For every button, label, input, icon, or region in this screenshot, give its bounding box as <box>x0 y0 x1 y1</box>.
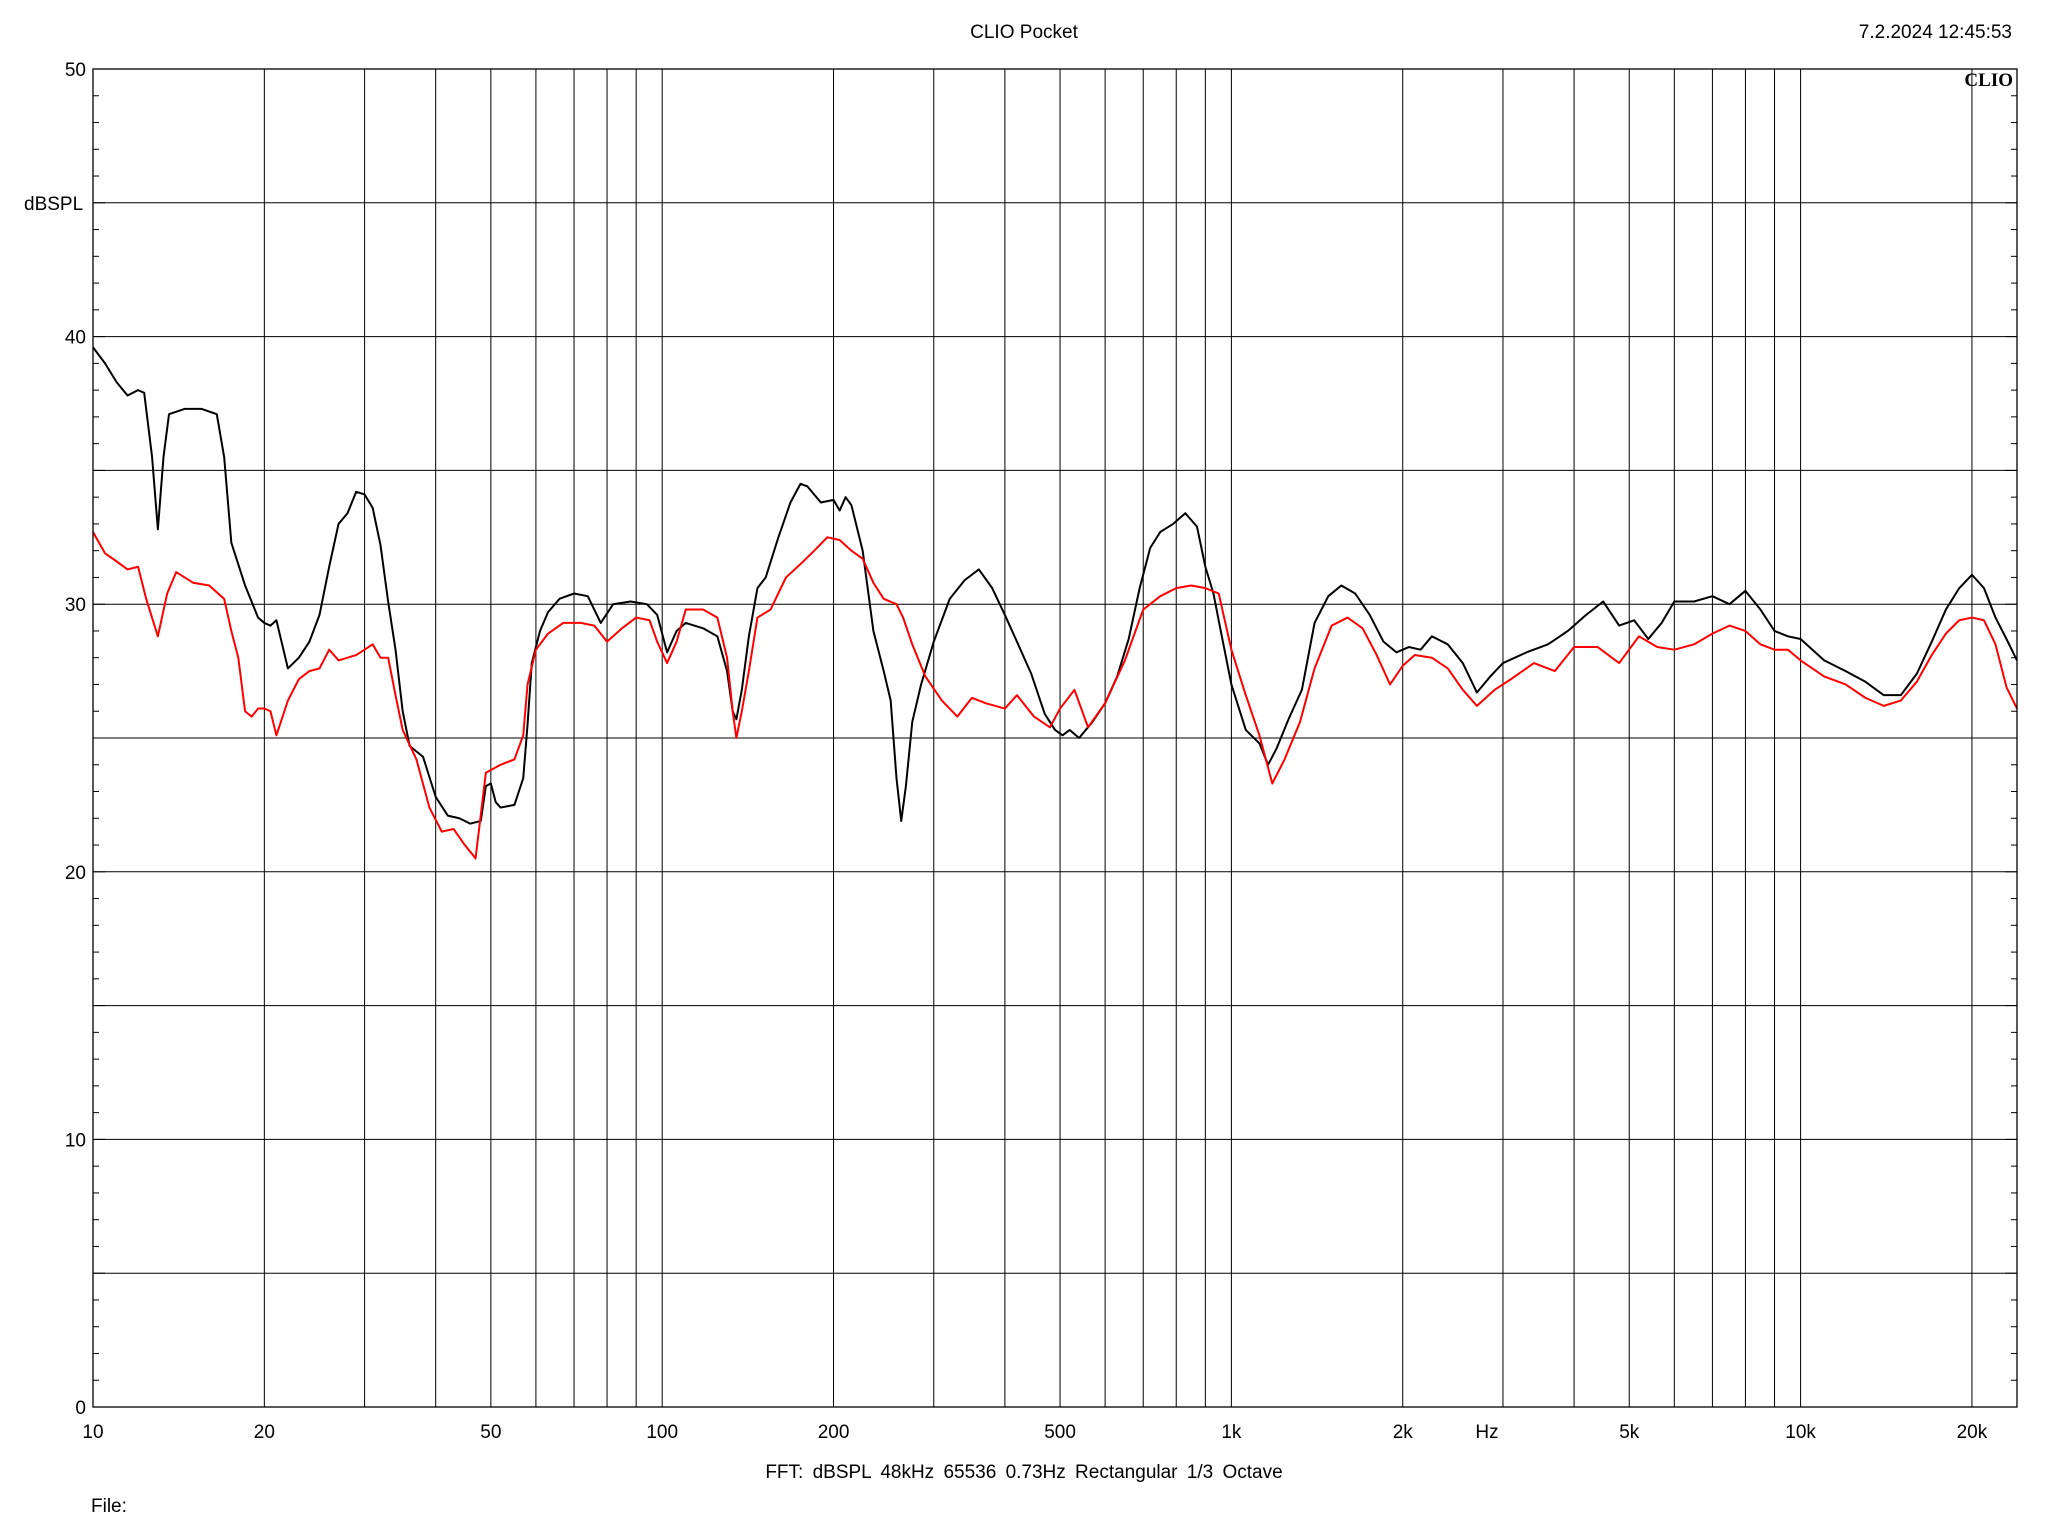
y-tick-label: 20 <box>65 863 86 884</box>
y-tick-label: 0 <box>75 1398 86 1419</box>
fft-settings-info: FFT: dBSPL 48kHz 65536 0.73Hz Rectangula… <box>765 1462 1283 1483</box>
plot-frame <box>92 68 2018 1408</box>
file-label: File: <box>91 1496 127 1517</box>
chart-labels: 10 20 50 100 200 500 1k 2k 5k 10k 20k 0 10 20 30 40 50 <box>65 60 1988 1443</box>
x-tick-label: 50 <box>480 1422 501 1443</box>
series-line-2 <box>92 531 2018 860</box>
measurement-datetime: 7.2.2024 12:45:53 <box>1858 22 2012 43</box>
series-line-1 <box>92 346 2018 825</box>
y-tick-label: 40 <box>65 328 86 349</box>
x-tick-label: 10k <box>1785 1422 1816 1443</box>
chart-grid <box>93 69 2017 1407</box>
y-tick-label: 30 <box>65 595 86 616</box>
x-tick-label: 2k <box>1393 1422 1414 1443</box>
x-tick-label: 20k <box>1957 1422 1988 1443</box>
x-tick-label: 20 <box>254 1422 275 1443</box>
x-tick-label: 500 <box>1044 1422 1076 1443</box>
y-tick-label: 50 <box>65 60 86 81</box>
chart-curves <box>92 346 2018 860</box>
y-tick-label: 10 <box>65 1130 86 1151</box>
x-tick-label: 5k <box>1619 1422 1640 1443</box>
y-axis-label: dBSPL <box>24 194 83 215</box>
x-axis-unit-label: Hz <box>1475 1422 1498 1443</box>
chart-title: CLIO Pocket <box>970 22 1078 43</box>
x-tick-label: 1k <box>1221 1422 1242 1443</box>
x-tick-label: 10 <box>82 1422 103 1443</box>
x-tick-label: 200 <box>818 1422 850 1443</box>
x-tick-label: 100 <box>646 1422 678 1443</box>
clio-logo: CLIO <box>1964 70 2013 91</box>
